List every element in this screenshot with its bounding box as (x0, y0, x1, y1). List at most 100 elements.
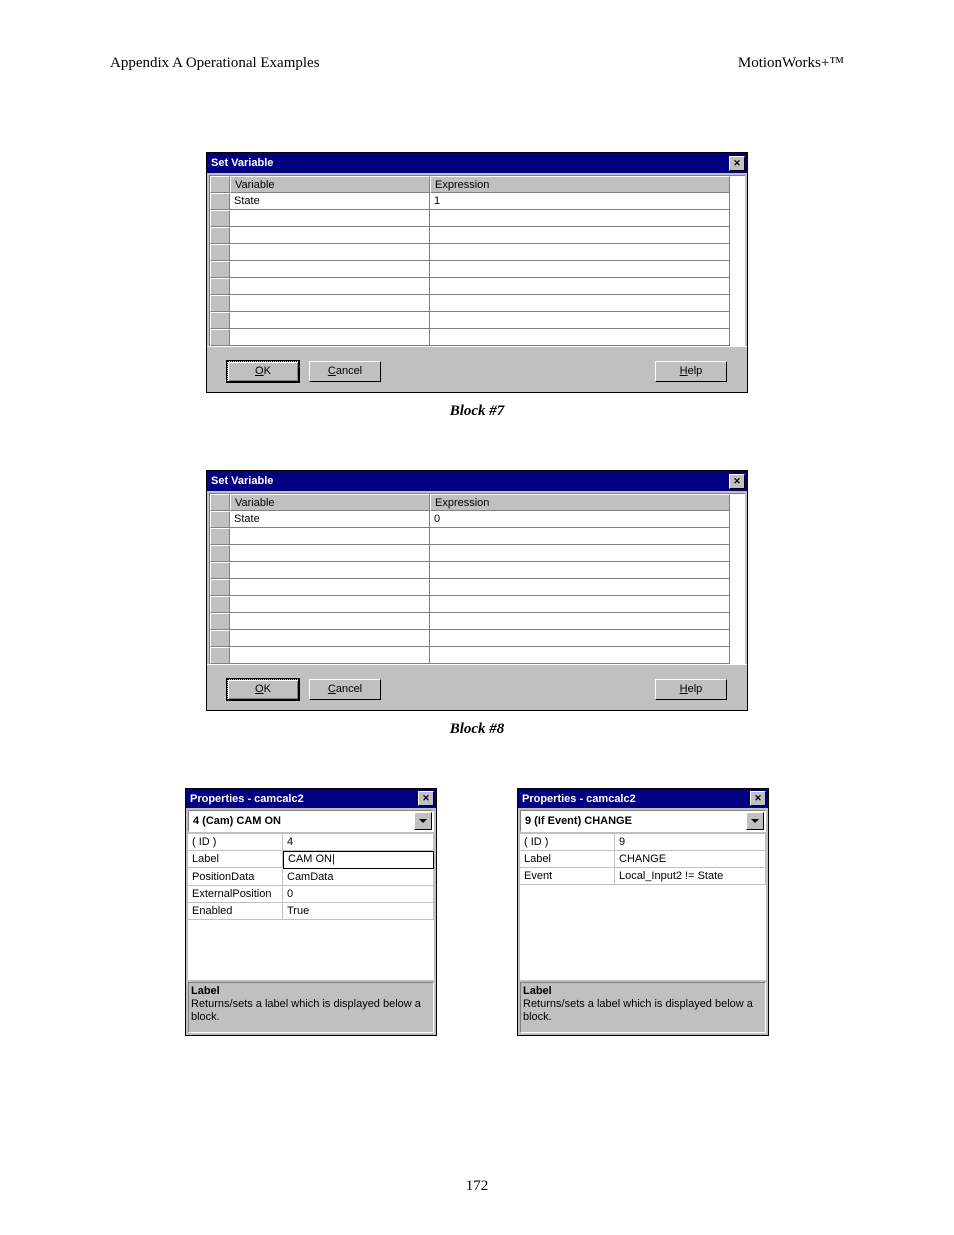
property-name[interactable]: Label (520, 851, 615, 868)
variable-grid[interactable]: VariableExpressionState0 (209, 493, 745, 664)
expression-cell[interactable] (430, 295, 730, 312)
property-value[interactable]: 9 (615, 834, 766, 851)
property-name[interactable]: Event (520, 868, 615, 885)
row-header[interactable] (210, 528, 230, 545)
variable-cell[interactable]: State (230, 511, 430, 528)
help-button[interactable]: Help (655, 361, 727, 382)
object-selector-dropdown[interactable]: 4 (Cam) CAM ON (188, 810, 434, 832)
expression-cell[interactable] (430, 227, 730, 244)
expression-cell[interactable] (430, 596, 730, 613)
row-header[interactable] (210, 261, 230, 278)
variable-cell[interactable] (230, 312, 430, 329)
row-header[interactable] (210, 227, 230, 244)
row-header[interactable] (210, 329, 230, 346)
property-value[interactable]: 0 (283, 886, 434, 903)
property-value[interactable]: True (283, 903, 434, 920)
ok-button[interactable]: OK (227, 679, 299, 700)
expression-cell[interactable] (430, 647, 730, 664)
object-selector-dropdown[interactable]: 9 (If Event) CHANGE (520, 810, 766, 832)
property-grid-empty (520, 885, 766, 980)
close-icon[interactable]: ✕ (418, 791, 434, 806)
variable-cell[interactable] (230, 227, 430, 244)
cancel-button[interactable]: Cancel (309, 361, 381, 382)
variable-cell[interactable] (230, 295, 430, 312)
row-header[interactable] (210, 244, 230, 261)
expression-cell[interactable] (430, 545, 730, 562)
expression-cell[interactable]: 0 (430, 511, 730, 528)
row-header[interactable] (210, 511, 230, 528)
variable-grid[interactable]: VariableExpressionState1 (209, 175, 745, 346)
figure-caption: Block #7 (110, 403, 844, 420)
dialog-title: Set Variable (211, 475, 273, 487)
property-grid-empty (188, 920, 434, 980)
property-description: Label Returns/sets a label which is disp… (520, 982, 766, 1033)
variable-cell[interactable] (230, 545, 430, 562)
close-icon[interactable]: ✕ (729, 474, 745, 489)
variable-cell[interactable] (230, 244, 430, 261)
property-value[interactable]: Local_Input2 != State (615, 868, 766, 885)
expression-cell[interactable]: 1 (430, 193, 730, 210)
variable-cell[interactable] (230, 329, 430, 346)
ok-button[interactable]: OK (227, 361, 299, 382)
chevron-down-icon[interactable] (414, 812, 432, 830)
dialog-button-bar: OK Cancel Help (207, 673, 747, 710)
property-name[interactable]: PositionData (188, 869, 283, 886)
property-name[interactable]: Label (188, 851, 283, 868)
row-header[interactable] (210, 630, 230, 647)
variable-cell[interactable] (230, 210, 430, 227)
property-name[interactable]: ExternalPosition (188, 886, 283, 903)
expression-cell[interactable] (430, 278, 730, 295)
header-left: Appendix A Operational Examples (110, 55, 320, 72)
description-title: Label (191, 985, 429, 998)
row-header[interactable] (210, 278, 230, 295)
variable-cell[interactable]: State (230, 193, 430, 210)
variable-cell[interactable] (230, 647, 430, 664)
variable-cell[interactable] (230, 596, 430, 613)
property-value[interactable]: 4 (283, 834, 434, 851)
cancel-button[interactable]: Cancel (309, 679, 381, 700)
expression-cell[interactable] (430, 312, 730, 329)
row-header[interactable] (210, 545, 230, 562)
expression-cell[interactable] (430, 613, 730, 630)
variable-cell[interactable] (230, 261, 430, 278)
variable-cell[interactable] (230, 579, 430, 596)
row-header[interactable] (210, 312, 230, 329)
row-header[interactable] (210, 562, 230, 579)
variable-cell[interactable] (230, 630, 430, 647)
dialog-title: Set Variable (211, 157, 273, 169)
row-header[interactable] (210, 210, 230, 227)
properties-panel: Properties - camcalc2 ✕ 9 (If Event) CHA… (517, 788, 769, 1036)
property-value[interactable]: CAM ON| (283, 851, 434, 869)
chevron-down-icon[interactable] (746, 812, 764, 830)
variable-cell[interactable] (230, 613, 430, 630)
close-icon[interactable]: ✕ (750, 791, 766, 806)
property-name[interactable]: ( ID ) (520, 834, 615, 851)
property-grid[interactable]: ( ID )9LabelCHANGEEventLocal_Input2 != S… (520, 834, 766, 885)
expression-cell[interactable] (430, 261, 730, 278)
expression-cell[interactable] (430, 562, 730, 579)
property-value[interactable]: CHANGE (615, 851, 766, 868)
property-grid[interactable]: ( ID )4LabelCAM ON|PositionDataCamDataEx… (188, 834, 434, 920)
row-header[interactable] (210, 596, 230, 613)
row-header[interactable] (210, 193, 230, 210)
row-header[interactable] (210, 579, 230, 596)
dialog-button-bar: OK Cancel Help (207, 355, 747, 392)
row-header[interactable] (210, 647, 230, 664)
expression-cell[interactable] (430, 329, 730, 346)
expression-cell[interactable] (430, 630, 730, 647)
property-name[interactable]: ( ID ) (188, 834, 283, 851)
expression-cell[interactable] (430, 244, 730, 261)
row-header[interactable] (210, 295, 230, 312)
property-name[interactable]: Enabled (188, 903, 283, 920)
expression-cell[interactable] (430, 528, 730, 545)
figure-caption: Block #8 (110, 721, 844, 738)
help-button[interactable]: Help (655, 679, 727, 700)
variable-cell[interactable] (230, 528, 430, 545)
expression-cell[interactable] (430, 210, 730, 227)
expression-cell[interactable] (430, 579, 730, 596)
close-icon[interactable]: ✕ (729, 156, 745, 171)
variable-cell[interactable] (230, 562, 430, 579)
variable-cell[interactable] (230, 278, 430, 295)
property-value[interactable]: CamData (283, 869, 434, 886)
row-header[interactable] (210, 613, 230, 630)
